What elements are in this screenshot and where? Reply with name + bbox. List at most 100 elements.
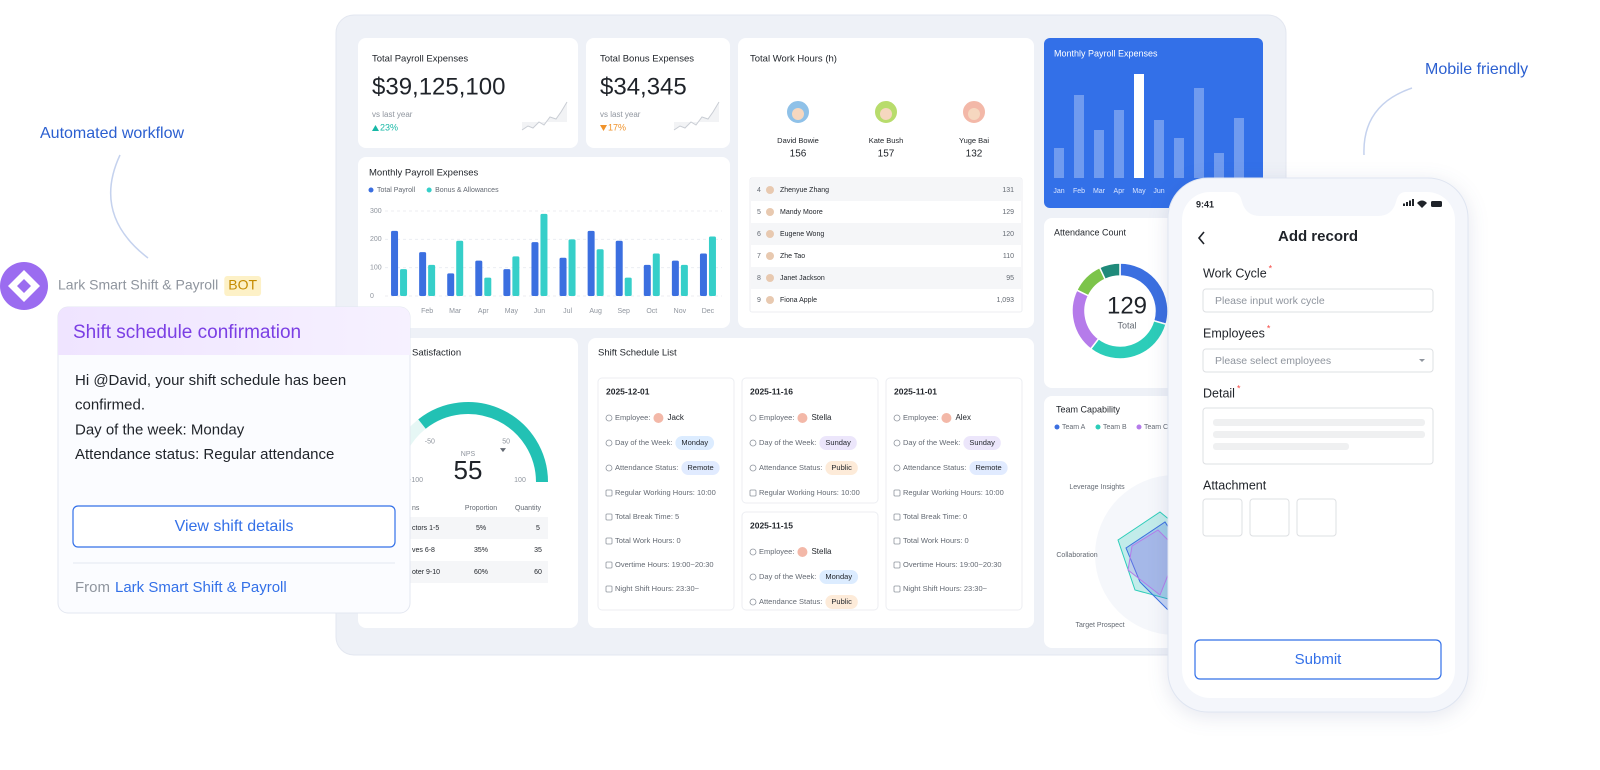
x-tick-label: Feb	[421, 308, 433, 315]
table-cell: ctors 1-5	[412, 525, 439, 532]
legend-dot	[426, 187, 432, 193]
card-title: Total Bonus Expenses	[600, 54, 694, 65]
field-icon	[605, 414, 613, 422]
axis-label: Collaboration	[1056, 552, 1097, 559]
field-icon	[893, 489, 901, 497]
legend-dot	[368, 187, 374, 193]
field-label: Attendance Status:	[759, 463, 822, 472]
card-title: Monthly Payroll Expenses	[1054, 48, 1158, 58]
avatar	[766, 274, 774, 282]
bar	[540, 213, 548, 296]
table-header: Proportion	[465, 505, 497, 512]
field-icon	[749, 548, 757, 556]
x-tick-label: Jun	[1153, 188, 1164, 195]
rank: 4	[757, 187, 761, 194]
gauge-tick: 50	[502, 439, 510, 446]
field-value: Jack	[667, 413, 684, 422]
input-field[interactable]	[1202, 288, 1434, 313]
back-icon	[1197, 231, 1205, 245]
x-tick-label: Jul	[563, 308, 572, 315]
bot-name: Lark Smart Shift & Payroll	[58, 277, 218, 293]
bar	[1114, 110, 1124, 178]
y-tick-label: 100	[370, 265, 382, 272]
row-hours: 110	[1003, 253, 1014, 260]
x-tick-label: Apr	[478, 308, 490, 315]
gauge-pointer	[499, 448, 506, 453]
bar	[1154, 120, 1164, 178]
avatar	[766, 186, 774, 194]
upload-slot[interactable]	[1202, 498, 1243, 537]
legend-label: Team A	[1062, 424, 1086, 431]
bar	[596, 249, 604, 296]
tag-bg	[825, 461, 858, 475]
trend-arrow	[600, 125, 607, 131]
dropdown-icon	[1419, 359, 1425, 362]
battery-icon	[1431, 201, 1442, 207]
placeholder-line	[1213, 443, 1349, 450]
tag-bg	[819, 570, 859, 584]
table-cell: 5%	[476, 525, 486, 532]
table-cell: oter 9-10	[412, 569, 440, 576]
rank: 8	[757, 275, 761, 282]
tag: Monday	[675, 436, 715, 450]
row-bg	[400, 517, 548, 539]
kpi-change: 23%	[380, 122, 398, 132]
bar	[671, 260, 679, 296]
placeholder-line	[1213, 431, 1425, 438]
card-title: Monthly Payroll Expenses	[369, 168, 479, 179]
tag-label: Monday	[681, 438, 708, 447]
field-detail: Total Work Hours: 0	[903, 536, 969, 545]
bar	[503, 269, 511, 296]
gauge-metric: NPS	[461, 451, 476, 458]
upload-slot[interactable]	[1249, 498, 1290, 537]
field-label: Detail	[1203, 386, 1235, 400]
field-icon	[893, 439, 901, 447]
row-name: Janet Jackson	[780, 275, 825, 282]
sparkline	[522, 102, 567, 130]
bot-avatar	[0, 262, 48, 310]
person-name: Yuge Bai	[959, 136, 989, 145]
field-icon	[749, 414, 757, 422]
row-name: Mandy Moore	[780, 209, 823, 216]
tag: Remote	[969, 461, 1008, 475]
field-icon	[893, 464, 901, 472]
x-tick-label: May	[1132, 188, 1146, 195]
field-detail: Night Shift Hours: 23:30~	[903, 584, 988, 593]
bar	[652, 253, 660, 296]
submit-button[interactable]	[1194, 639, 1442, 680]
footer-link[interactable]: Lark Smart Shift & Payroll	[115, 579, 287, 596]
input-field[interactable]	[1202, 348, 1434, 373]
field-icon	[749, 573, 757, 581]
row-hours: 95	[1006, 275, 1014, 282]
bar	[699, 253, 707, 296]
tag-label: Monday	[825, 572, 852, 581]
tag-label: Public	[831, 597, 852, 606]
field-label: Employee:	[903, 413, 938, 422]
placeholder: Please input work cycle	[1215, 295, 1325, 307]
bar	[708, 236, 716, 296]
message-line: confirmed.	[75, 397, 145, 414]
person-hours: 132	[966, 149, 983, 160]
submit-label[interactable]: Submit	[1295, 651, 1343, 668]
bar	[484, 277, 492, 296]
field-label: Employees	[1203, 326, 1265, 340]
bar	[1134, 74, 1144, 178]
action-button-label[interactable]: View shift details	[175, 518, 294, 535]
upload-slot[interactable]	[1296, 498, 1337, 537]
rank: 7	[757, 253, 761, 260]
sparkline	[673, 101, 720, 131]
action-button[interactable]	[72, 505, 396, 548]
legend-dot	[1095, 424, 1101, 430]
field-label: Attendance Status:	[903, 463, 966, 472]
rank: 6	[757, 231, 761, 238]
x-tick-label: Mar	[449, 308, 462, 315]
row-name: Zhe Tao	[780, 253, 805, 260]
x-tick-label: Nov	[674, 308, 687, 315]
field-detail: Total Break Time: 0	[903, 512, 967, 521]
bot-badge-label: BOT	[228, 277, 257, 293]
bar	[587, 230, 595, 296]
trend-arrow	[372, 125, 379, 131]
y-tick-label: 300	[370, 208, 382, 215]
legend-label: Total Payroll	[377, 187, 416, 194]
